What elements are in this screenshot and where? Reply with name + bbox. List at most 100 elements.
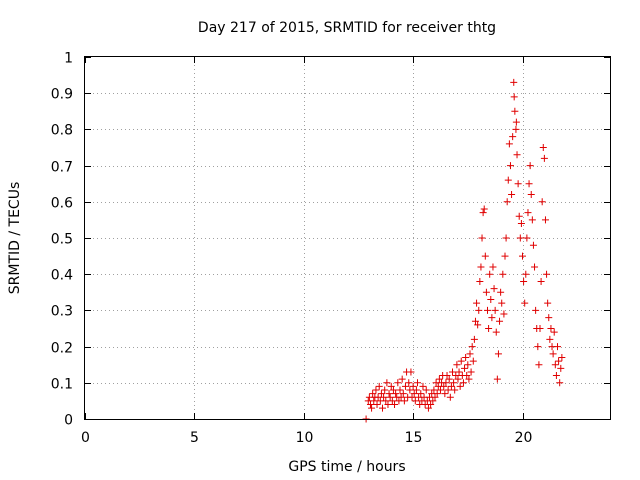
data-points-layer [362, 78, 566, 423]
data-point [433, 390, 441, 398]
y-tick-label: 0.5 [51, 232, 73, 248]
data-point [527, 191, 535, 199]
data-point [511, 107, 519, 115]
x-tick-label: 5 [190, 430, 199, 446]
data-point [515, 212, 523, 220]
data-point [394, 379, 402, 387]
data-point [547, 325, 555, 332]
data-point [445, 375, 453, 383]
data-point [384, 401, 392, 409]
x-tick-label: 10 [296, 430, 314, 446]
data-point [498, 299, 506, 307]
data-point [538, 198, 546, 206]
data-point [510, 78, 518, 86]
data-point [455, 368, 463, 376]
data-point [447, 382, 455, 390]
data-point [366, 401, 374, 409]
data-point [441, 390, 449, 398]
data-point [502, 234, 510, 242]
data-point [556, 379, 564, 387]
data-point [446, 393, 454, 401]
data-point [385, 390, 393, 398]
data-point [375, 382, 383, 390]
data-point [550, 328, 558, 336]
data-point [454, 375, 462, 383]
y-tick-label: 0.8 [51, 123, 73, 139]
data-point [478, 234, 486, 242]
data-point [488, 314, 496, 322]
data-point [408, 393, 416, 401]
data-point [501, 252, 509, 260]
y-tick-label: 0.7 [51, 160, 73, 176]
y-axis-label: SRMTID / TECUs [7, 182, 23, 295]
data-point [462, 353, 470, 361]
y-tick-label: 1 [64, 51, 73, 67]
y-tick-label: 0.2 [51, 341, 73, 357]
data-point [485, 325, 493, 332]
data-point [476, 277, 484, 285]
data-point [558, 353, 566, 361]
data-point [491, 306, 499, 314]
data-point [475, 306, 483, 314]
x-tick-label: 0 [81, 430, 90, 446]
data-point [534, 343, 542, 351]
data-point [482, 288, 490, 296]
data-point [406, 386, 414, 394]
data-point [517, 220, 525, 228]
data-point [466, 350, 474, 358]
data-point [409, 382, 417, 390]
data-point [520, 277, 528, 285]
data-point [387, 382, 395, 390]
data-point [469, 357, 477, 365]
data-point [499, 270, 507, 278]
data-point [522, 270, 530, 278]
y-tick-label: 0.3 [51, 304, 73, 320]
data-point [369, 390, 377, 398]
data-point [388, 397, 396, 405]
data-point [391, 401, 399, 409]
plot-frame [84, 56, 611, 420]
y-tick-label: 0 [64, 413, 73, 429]
data-point [422, 386, 430, 394]
data-point [512, 125, 520, 133]
data-point [512, 118, 520, 126]
data-point [489, 263, 497, 271]
tick-labels-layer: 00.10.20.30.40.50.60.70.80.910 5 10 15 20 [51, 51, 533, 447]
data-point [532, 306, 540, 314]
data-point [486, 270, 494, 278]
data-point [386, 393, 394, 401]
ticks-layer [85, 57, 610, 420]
y-tick-label: 0.6 [51, 196, 73, 212]
data-point [529, 241, 537, 249]
data-point [370, 397, 378, 405]
data-point [414, 379, 421, 387]
data-point [405, 379, 413, 387]
data-point [430, 386, 438, 394]
data-point [494, 350, 502, 358]
data-point [467, 368, 475, 376]
data-point [429, 397, 437, 405]
data-point [373, 401, 381, 409]
data-point [442, 379, 450, 387]
data-point [410, 390, 418, 398]
data-point [554, 343, 561, 351]
data-point [412, 386, 420, 394]
data-point [528, 216, 536, 224]
data-point [539, 144, 547, 151]
data-point [380, 393, 388, 401]
data-point [490, 285, 498, 293]
data-point [456, 382, 464, 390]
x-tick-label: 15 [405, 430, 423, 446]
data-point [525, 180, 533, 188]
x-tick-label: 20 [515, 430, 533, 446]
data-point [411, 397, 419, 405]
data-point [377, 390, 385, 398]
data-point [381, 386, 389, 394]
y-tick-label: 0.9 [51, 87, 73, 103]
data-point [508, 191, 516, 199]
data-point [536, 325, 544, 332]
data-point [493, 375, 501, 383]
data-point [521, 299, 529, 307]
data-point [505, 140, 513, 148]
data-point [389, 386, 397, 394]
